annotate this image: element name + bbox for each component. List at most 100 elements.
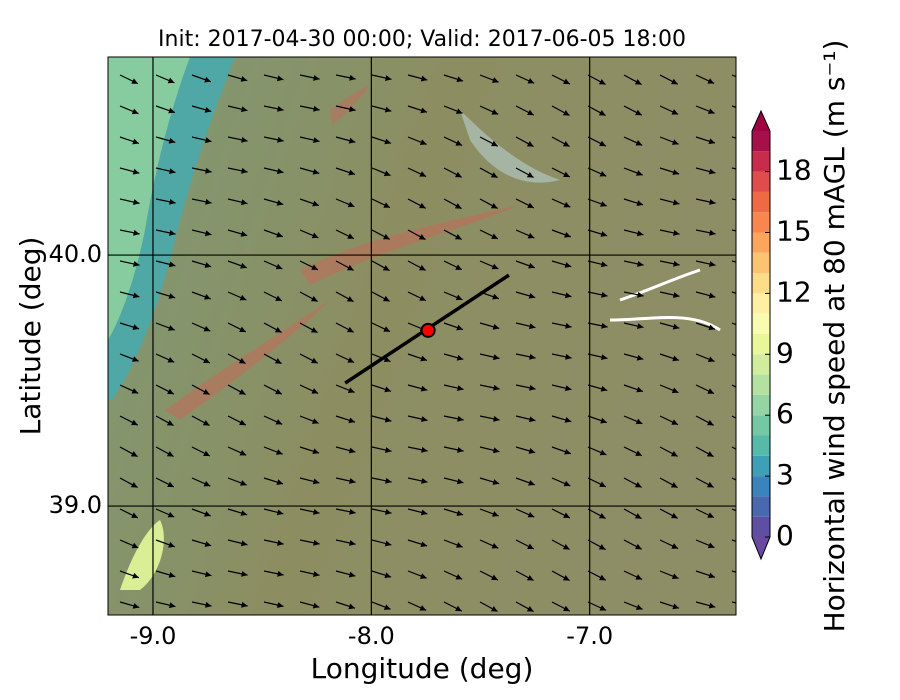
wind-arrow-head bbox=[202, 420, 210, 426]
wind-arrow-head bbox=[167, 357, 175, 363]
colorbar-band bbox=[752, 374, 770, 395]
wind-arrow bbox=[731, 322, 736, 326]
wind-arrow-head bbox=[348, 137, 356, 144]
wind-arrow-head bbox=[240, 106, 248, 113]
wind-arrow-head bbox=[528, 292, 536, 299]
wind-arrow-head bbox=[169, 198, 176, 205]
wind-arrow-head bbox=[421, 446, 428, 453]
wind-arrow-head bbox=[565, 322, 572, 329]
map-field bbox=[108, 57, 752, 615]
wind-arrow bbox=[731, 260, 736, 263]
wind-arrow-head bbox=[166, 420, 174, 426]
wind-arrow-head bbox=[348, 447, 356, 454]
wind-arrow-head bbox=[708, 292, 716, 299]
colorbar-band bbox=[752, 151, 770, 172]
wind-arrow-head bbox=[635, 543, 642, 550]
colorbar-tick-label: 18 bbox=[776, 154, 812, 187]
wind-arrow-head bbox=[385, 75, 392, 81]
wind-arrow-head bbox=[276, 509, 284, 516]
y-tick-label: 40.0 bbox=[49, 240, 102, 268]
wind-arrow-head bbox=[671, 387, 679, 394]
wind-arrow-head bbox=[419, 202, 426, 209]
wind-arrow-head bbox=[708, 168, 716, 175]
wind-arrow-head bbox=[456, 542, 463, 548]
wind-arrow-head bbox=[383, 604, 391, 610]
wind-arrow bbox=[731, 229, 736, 232]
wind-arrow-head bbox=[527, 109, 534, 116]
wind-arrow-head bbox=[167, 511, 175, 518]
wind-arrow bbox=[731, 570, 736, 573]
wind-arrow-head bbox=[131, 542, 139, 549]
wind-arrow-head bbox=[564, 292, 572, 299]
wind-arrow-head bbox=[456, 478, 464, 485]
wind-arrow-head bbox=[672, 603, 680, 610]
colorbar-band bbox=[752, 394, 770, 416]
wind-arrow-head bbox=[745, 602, 752, 608]
wind-arrow-head bbox=[528, 448, 536, 454]
wind-arrow-head bbox=[419, 573, 427, 579]
wind-arrow-head bbox=[529, 353, 536, 360]
colorbar-under bbox=[752, 537, 770, 559]
wind-arrow-head bbox=[421, 416, 428, 422]
wind-arrow-head bbox=[277, 539, 284, 546]
wind-arrow-head bbox=[419, 605, 427, 611]
wind-arrow-head bbox=[419, 171, 427, 177]
wind-arrow-head bbox=[671, 419, 679, 425]
wind-arrow-head bbox=[491, 542, 499, 549]
wind-arrow-head bbox=[526, 171, 534, 178]
wind-arrow-head bbox=[744, 325, 751, 331]
colorbar-tick-label: 12 bbox=[776, 275, 812, 308]
wind-arrow-head bbox=[455, 294, 463, 301]
wind-arrow-head bbox=[420, 541, 428, 548]
wind-arrow bbox=[731, 539, 736, 543]
wind-arrow-head bbox=[132, 324, 140, 331]
wind-arrow-head bbox=[418, 234, 426, 240]
wind-arrow-head bbox=[133, 260, 140, 267]
wind-arrow-head bbox=[382, 295, 390, 302]
wind-arrow-head bbox=[421, 477, 428, 484]
wind-arrow-head bbox=[240, 510, 248, 516]
wind-arrow-head bbox=[598, 79, 606, 85]
wind-arrow-head bbox=[744, 542, 751, 548]
wind-arrow-head bbox=[131, 356, 139, 362]
wind-arrow-head bbox=[671, 543, 679, 549]
wind-arrow-head bbox=[492, 354, 500, 361]
wind-arrow bbox=[731, 508, 736, 512]
wind-arrow-head bbox=[240, 480, 247, 486]
wind-arrow-head bbox=[311, 232, 319, 239]
wind-arrow-head bbox=[384, 138, 391, 145]
colorbar-band bbox=[752, 313, 770, 334]
wind-arrow-head bbox=[131, 388, 139, 394]
wind-arrow-head bbox=[167, 388, 174, 395]
wind-arrow-head bbox=[745, 230, 751, 236]
wind-arrow-head bbox=[636, 230, 644, 237]
wind-arrow-head bbox=[456, 324, 463, 331]
wind-arrow-head bbox=[528, 323, 536, 330]
wind-arrow-head bbox=[635, 140, 643, 146]
wind-arrow-head bbox=[598, 544, 606, 550]
wind-arrow-head bbox=[420, 75, 428, 82]
wind-arrow-head bbox=[599, 605, 607, 611]
wind-arrow-head bbox=[239, 450, 247, 456]
wind-arrow-head bbox=[204, 76, 211, 83]
wind-arrow-head bbox=[636, 323, 644, 330]
wind-arrow-head bbox=[706, 481, 714, 488]
wind-arrow-head bbox=[349, 74, 356, 81]
wind-arrow-head bbox=[707, 388, 715, 394]
wind-arrow-head bbox=[276, 479, 284, 486]
wind-arrow-head bbox=[672, 169, 680, 176]
wind-arrow-head bbox=[672, 355, 679, 362]
wind-arrow-head bbox=[276, 75, 284, 82]
wind-arrow-head bbox=[346, 264, 354, 271]
wind-arrow-head bbox=[274, 326, 282, 333]
wind-arrow-head bbox=[743, 357, 750, 362]
wind-arrow-head bbox=[239, 294, 247, 301]
wind-arrow-head bbox=[492, 323, 500, 330]
wind-arrow-head bbox=[745, 262, 752, 268]
wind-arrow-head bbox=[131, 512, 138, 518]
wind-arrow-head bbox=[277, 570, 284, 577]
wind-arrow-head bbox=[385, 447, 392, 453]
colorbar-band bbox=[752, 496, 770, 517]
wind-arrow-head bbox=[166, 451, 174, 457]
wind-arrow-head bbox=[564, 262, 572, 268]
